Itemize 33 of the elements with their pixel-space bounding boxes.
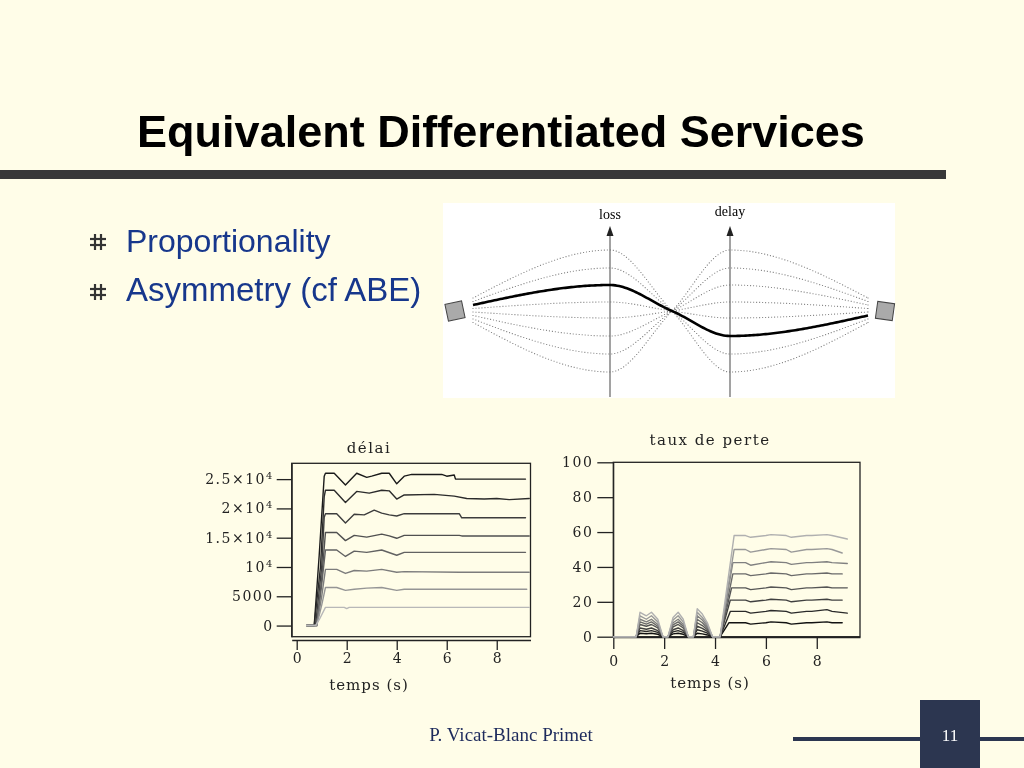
x-tick-label: 8 [492,649,502,666]
y-tick-label: 2.5×10$^{4}$ [205,469,274,488]
y-tick-label: 2×10$^{4}$ [221,498,274,517]
x-tick-label: 8 [812,652,822,669]
y-tick-label: 1.5×10$^{4}$ [205,528,274,546]
x-tick-label: 6 [442,649,452,666]
chart-title: délai [346,439,392,457]
y-tick-label: 60 [572,524,594,541]
y-tick-label: 10$^{4}$ [245,557,274,575]
x-axis-title: temps (s) [329,676,409,694]
y-tick-label: 0 [582,628,594,645]
text: P. Vicat-Blanc Primet [429,724,594,745]
x-axis-title: temps (s) [670,674,750,692]
text: loss [599,207,621,222]
x-tick-label: 2 [342,649,352,666]
x-tick-label: 6 [761,652,771,669]
x-tick-label: 4 [392,649,402,666]
text: 11 [941,726,959,745]
chart-title: taux de perte [649,431,771,449]
text: Proportionality [126,223,331,259]
y-tick-label: 40 [572,558,594,575]
text: Asymmetry (cf ABE) [126,271,422,308]
y-tick-label: 0 [263,617,274,634]
x-tick-label: 2 [660,652,670,669]
x-tick-label: 0 [292,649,302,666]
y-tick-label: 80 [572,489,594,506]
text: Equivalent Differentiated Services [137,106,865,157]
y-tick-label: 100 [562,454,594,471]
x-tick-label: 4 [711,652,721,669]
text: delay [714,204,746,219]
y-tick-label: 20 [572,593,594,610]
y-tick-label: 5000 [232,588,274,605]
x-tick-label: 0 [609,652,619,669]
